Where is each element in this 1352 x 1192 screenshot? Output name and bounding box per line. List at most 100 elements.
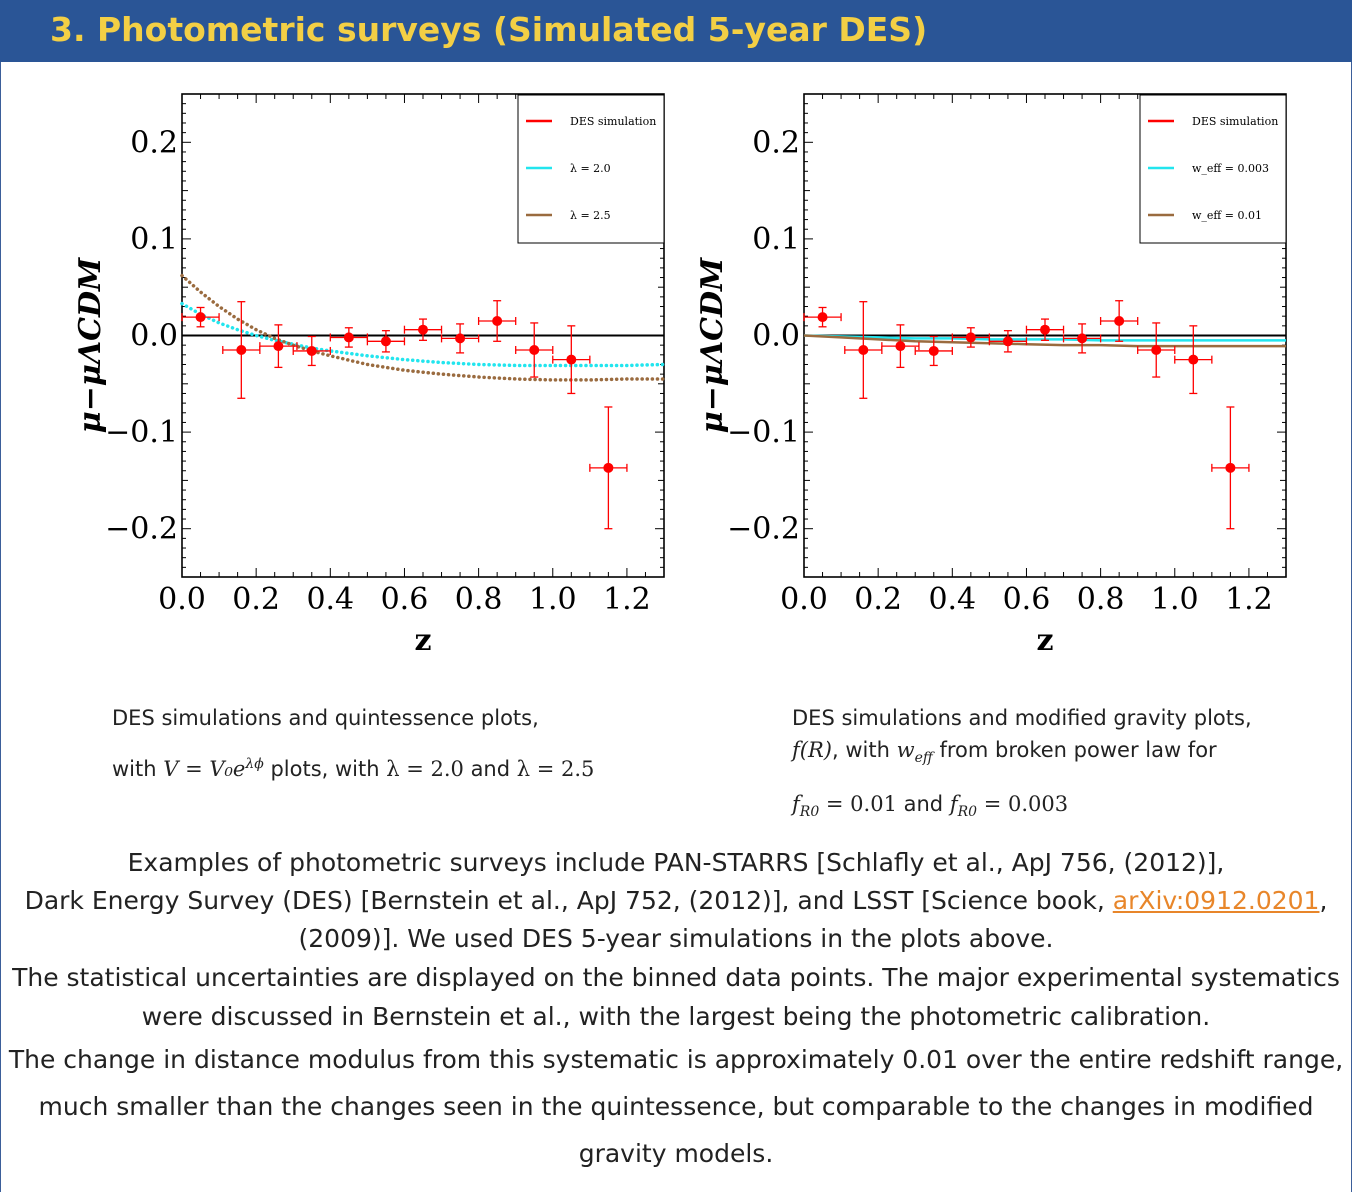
x-tick-label: 0.8 [455, 582, 503, 617]
lambda-value-2: λ = 2.5 [516, 757, 595, 781]
right-caption-and: and [896, 792, 950, 817]
data-point [343, 332, 354, 343]
legend-label: w_eff = 0.01 [1192, 209, 1262, 222]
x-tick-label: 0.0 [158, 582, 206, 617]
data-point [1077, 333, 1088, 344]
x-tick-label: 0.6 [1003, 582, 1051, 617]
w-subscript: eff [914, 750, 933, 767]
data-point [603, 462, 614, 473]
arxiv-link[interactable]: arXiv:0912.0201 [1112, 886, 1320, 915]
series-curve-2 [180, 273, 666, 382]
legend-label: λ = 2.0 [570, 162, 611, 175]
x-axis-label: z [414, 623, 431, 658]
fr0-subscript-1: R0 [799, 804, 820, 821]
paragraph-3: The change in distance modulus from this… [8, 1045, 1344, 1168]
x-tick-label: 0.8 [1077, 582, 1125, 617]
y-tick-label: −0.1 [105, 415, 178, 450]
x-tick-label: 1.2 [1225, 582, 1273, 617]
data-point [1151, 344, 1162, 355]
data-point [1188, 354, 1199, 365]
fr0-symbol-2: f [949, 792, 958, 817]
f-of-r: f(R) [792, 738, 832, 762]
legend-label: w_eff = 0.003 [1192, 162, 1269, 175]
x-tick-label: 0.4 [306, 582, 354, 617]
data-point [1225, 462, 1236, 473]
y-tick-label: 0.2 [752, 125, 800, 160]
y-tick-label: 0.1 [752, 222, 800, 257]
series-curve-2 [803, 334, 1286, 348]
x-tick-label: 0.0 [780, 582, 828, 617]
legend-label: λ = 2.5 [570, 209, 611, 222]
data-point [418, 324, 428, 335]
data-point [895, 341, 906, 352]
paragraph-1-line-2: Dark Energy Survey (DES) [Bernstein et a… [0, 882, 1352, 920]
data-point [858, 344, 869, 355]
paragraph-1-line-1: Examples of photometric surveys include … [127, 848, 1225, 877]
y-axis-label: μ−μΛCDM [73, 257, 108, 433]
fr0-value-1: = 0.01 [819, 792, 897, 817]
x-tick-label: 0.2 [854, 582, 902, 617]
modified-gravity-chart: 0.0 0.2 0.4 0.6 0.8 1.0 1.2 0.2 0.1 0.0 −0.1 −0.2 z μ… [695, 93, 1287, 658]
x-tick-label: 1.2 [603, 582, 651, 617]
potential-exponent: λϕ [245, 756, 264, 772]
w-symbol: w [896, 738, 915, 762]
paragraph-1-text: Dark Energy Survey (DES) [Bernstein et a… [24, 886, 1113, 915]
left-caption-and: and [463, 757, 517, 781]
left-caption-line1: DES simulations and quintessence plots, [112, 706, 539, 730]
y-tick-label: 0.0 [130, 319, 178, 354]
y-tick-label: −0.1 [727, 415, 800, 450]
y-tick-label: 0.2 [130, 125, 178, 160]
fr0-value-2: = 0.003 [977, 792, 1069, 817]
x-tick-label: 0.4 [928, 582, 976, 617]
body-text: Examples of photometric surveys include … [0, 844, 1352, 1177]
data-point [236, 344, 247, 355]
fr0-subscript-2: R0 [957, 804, 978, 821]
series-curve-1 [180, 301, 666, 368]
y-tick-label: −0.2 [727, 512, 800, 547]
data-point [566, 354, 577, 365]
left-caption-text: with [112, 757, 164, 781]
right-caption-line3: fR0 = 0.01 and fR0 = 0.003 [792, 788, 1252, 828]
data-point [195, 312, 206, 323]
x-tick-label: 1.0 [1151, 582, 1199, 617]
data-point [529, 344, 540, 355]
x-tick-label: 0.6 [381, 582, 429, 617]
right-caption-text: , with [831, 738, 897, 762]
data-point [306, 345, 317, 356]
data-point [380, 336, 391, 347]
legend-label: DES simulation [1192, 115, 1278, 128]
paragraph-1-line-3: (2009)]. We used DES 5-year simulations … [298, 924, 1054, 953]
paragraph-1-comma: , [1319, 886, 1328, 915]
data-point [273, 341, 284, 352]
paragraph-2: The statistical uncertainties are displa… [12, 963, 1340, 1031]
data-point [1002, 336, 1013, 347]
right-caption-text-2: from broken power law for [932, 738, 1217, 762]
data-point [492, 316, 503, 327]
right-caption-line2: f(R), with weff from broken power law fo… [792, 734, 1252, 774]
data-point [1040, 324, 1050, 335]
legend-label: DES simulation [570, 115, 656, 128]
left-caption-line2: with V = V₀eλϕ plots, with λ = 2.0 and λ… [112, 748, 594, 785]
y-tick-label: 0.1 [130, 222, 178, 257]
fr0-symbol-1: f [792, 792, 800, 817]
y-axis-label: μ−μΛCDM [695, 257, 730, 433]
y-tick-label: −0.2 [105, 512, 178, 547]
quintessence-chart: 0.0 0.2 0.4 0.6 0.8 1.0 1.2 0.2 0.1 0.0 −0.1 −0.2 z μ… [73, 93, 666, 658]
left-caption-text-2: plots, with [263, 757, 387, 781]
right-caption-line1: DES simulations and modified gravity plo… [792, 706, 1252, 730]
data-point [455, 333, 466, 344]
x-tick-label: 0.2 [232, 582, 280, 617]
potential-equation: V = V₀e [163, 757, 246, 781]
data-point [965, 332, 976, 343]
slide-header: 3. Photometric surveys (Simulated 5-year… [0, 0, 1352, 62]
data-point [1114, 316, 1125, 327]
right-caption: DES simulations and modified gravity plo… [792, 702, 1252, 828]
x-tick-label: 1.0 [529, 582, 577, 617]
data-point [817, 312, 828, 323]
y-tick-label: 0.0 [752, 319, 800, 354]
left-caption: DES simulations and quintessence plots, … [112, 702, 594, 785]
lambda-value-1: λ = 2.0 [386, 757, 464, 781]
data-point [928, 345, 939, 356]
x-axis-label: z [1036, 623, 1053, 658]
slide-title: 3. Photometric surveys (Simulated 5-year… [50, 10, 928, 49]
